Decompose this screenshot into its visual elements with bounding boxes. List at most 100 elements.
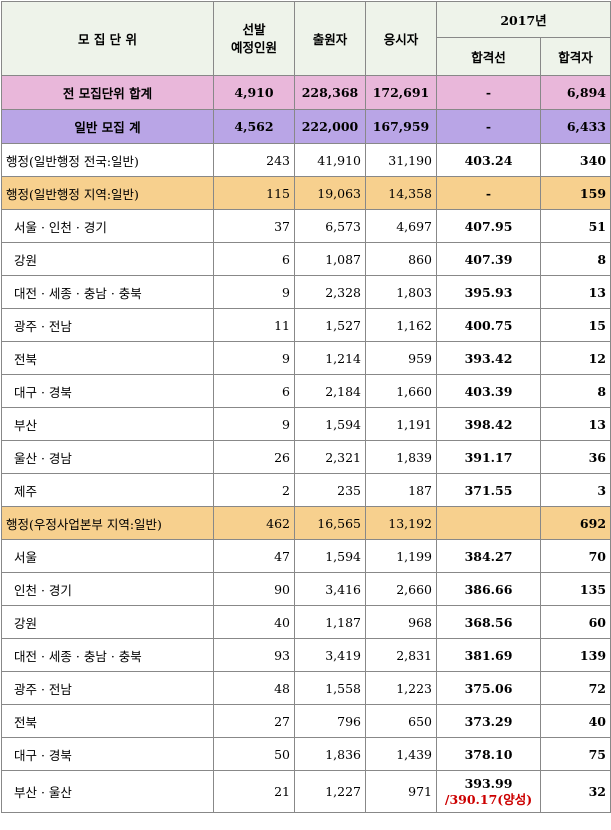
cell-label: 서울 · 인천 · 경기 bbox=[1, 209, 214, 243]
cell-cutoff: 393.99/390.17(양성) bbox=[436, 770, 541, 813]
cell-passed: 8 bbox=[539, 242, 611, 276]
table-row: 울산 · 경남 26 2,321 1,839 391.17 36 bbox=[1, 440, 611, 474]
cell-cutoff: 398.42 bbox=[436, 407, 541, 441]
cell-cutoff: - bbox=[436, 176, 541, 210]
header-passed: 합격자 bbox=[539, 37, 611, 76]
cell-applicants: 2,184 bbox=[294, 374, 366, 408]
cell-planned: 462 bbox=[213, 506, 295, 540]
cell-applicants: 6,573 bbox=[294, 209, 366, 243]
cell-applicants: 2,328 bbox=[294, 275, 366, 309]
cell-label: 부산 bbox=[1, 407, 214, 441]
cell-cutoff: 407.95 bbox=[436, 209, 541, 243]
cell-takers: 4,697 bbox=[365, 209, 437, 243]
total-passed: 6,894 bbox=[539, 75, 611, 110]
cell-label: 광주 · 전남 bbox=[1, 308, 214, 342]
cell-passed: 13 bbox=[539, 407, 611, 441]
cell-takers: 14,358 bbox=[365, 176, 437, 210]
cell-cutoff: 403.24 bbox=[436, 143, 541, 177]
cell-planned: 9 bbox=[213, 275, 295, 309]
table-row: 광주 · 전남 11 1,527 1,162 400.75 15 bbox=[1, 308, 611, 342]
cell-cutoff bbox=[436, 506, 541, 540]
cell-takers: 1,199 bbox=[365, 539, 437, 573]
header-applicants: 출원자 bbox=[294, 1, 366, 76]
cell-label: 행정(일반행정 전국:일반) bbox=[1, 143, 214, 177]
table-row: 행정(일반행정 전국:일반) 243 41,910 31,190 403.24 340 bbox=[1, 143, 611, 177]
cell-cutoff: 371.55 bbox=[436, 473, 541, 507]
cell-takers: 971 bbox=[365, 770, 437, 813]
cutoff-value: 393.99 bbox=[464, 775, 513, 791]
total-cutoff: - bbox=[436, 75, 541, 110]
cell-applicants: 1,594 bbox=[294, 407, 366, 441]
table-row: 강원 40 1,187 968 368.56 60 bbox=[1, 605, 611, 639]
cell-applicants: 1,227 bbox=[294, 770, 366, 813]
table-row: 행정(우정사업본부 지역:일반) 462 16,565 13,192 692 bbox=[1, 506, 611, 540]
cell-applicants: 19,063 bbox=[294, 176, 366, 210]
cell-takers: 959 bbox=[365, 341, 437, 375]
table-row: 서울 47 1,594 1,199 384.27 70 bbox=[1, 539, 611, 573]
table-row: 전북 9 1,214 959 393.42 12 bbox=[1, 341, 611, 375]
general-applicants: 222,000 bbox=[294, 109, 366, 144]
cell-cutoff: 384.27 bbox=[436, 539, 541, 573]
cell-label: 강원 bbox=[1, 605, 214, 639]
cell-applicants: 1,187 bbox=[294, 605, 366, 639]
cell-passed: 32 bbox=[539, 770, 611, 813]
total-takers: 172,691 bbox=[365, 75, 437, 110]
cell-label: 전북 bbox=[1, 704, 214, 738]
cell-planned: 21 bbox=[213, 770, 295, 813]
cell-cutoff: 391.17 bbox=[436, 440, 541, 474]
cell-planned: 243 bbox=[213, 143, 295, 177]
header-cutoff: 합격선 bbox=[436, 37, 541, 76]
cell-applicants: 2,321 bbox=[294, 440, 366, 474]
cell-applicants: 1,558 bbox=[294, 671, 366, 705]
cell-passed: 51 bbox=[539, 209, 611, 243]
cell-planned: 93 bbox=[213, 638, 295, 672]
cell-label: 전북 bbox=[1, 341, 214, 375]
cell-cutoff: 407.39 bbox=[436, 242, 541, 276]
cell-passed: 159 bbox=[539, 176, 611, 210]
total-label: 전 모집단위 합계 bbox=[1, 75, 214, 110]
cell-applicants: 796 bbox=[294, 704, 366, 738]
cell-cutoff: 381.69 bbox=[436, 638, 541, 672]
total-row: 전 모집단위 합계 4,910 228,368 172,691 - 6,894 bbox=[1, 75, 611, 110]
cell-cutoff: 378.10 bbox=[436, 737, 541, 771]
cell-applicants: 1,594 bbox=[294, 539, 366, 573]
table-row: 광주 · 전남 48 1,558 1,223 375.06 72 bbox=[1, 671, 611, 705]
cell-label: 대전 · 세종 · 충남 · 충북 bbox=[1, 638, 214, 672]
cell-planned: 47 bbox=[213, 539, 295, 573]
cell-planned: 37 bbox=[213, 209, 295, 243]
general-takers: 167,959 bbox=[365, 109, 437, 144]
table-row: 부산 9 1,594 1,191 398.42 13 bbox=[1, 407, 611, 441]
table-row: 강원 6 1,087 860 407.39 8 bbox=[1, 242, 611, 276]
recruitment-table: 모 집 단 위 선발 예정인원 출원자 응시자 2017년 합격선 합격자 전 … bbox=[1, 1, 611, 813]
cell-passed: 135 bbox=[539, 572, 611, 606]
table-row: 전북 27 796 650 373.29 40 bbox=[1, 704, 611, 738]
header-planned: 선발 예정인원 bbox=[213, 1, 295, 76]
cell-label: 행정(일반행정 지역:일반) bbox=[1, 176, 214, 210]
cell-label: 부산 · 울산 bbox=[1, 770, 214, 813]
table-row: 대구 · 경북 50 1,836 1,439 378.10 75 bbox=[1, 737, 611, 771]
cell-applicants: 1,836 bbox=[294, 737, 366, 771]
general-planned: 4,562 bbox=[213, 109, 295, 144]
table-row: 대구 · 경북 6 2,184 1,660 403.39 8 bbox=[1, 374, 611, 408]
cell-applicants: 1,087 bbox=[294, 242, 366, 276]
cell-label: 행정(우정사업본부 지역:일반) bbox=[1, 506, 214, 540]
cell-takers: 650 bbox=[365, 704, 437, 738]
header-year: 2017년 bbox=[435, 1, 611, 38]
cell-takers: 1,660 bbox=[365, 374, 437, 408]
cell-planned: 6 bbox=[213, 374, 295, 408]
cell-passed: 15 bbox=[539, 308, 611, 342]
cell-passed: 70 bbox=[539, 539, 611, 573]
cutoff-note: /390.17(양성) bbox=[444, 791, 533, 807]
general-label: 일반 모집 계 bbox=[1, 109, 214, 144]
cell-label: 울산 · 경남 bbox=[1, 440, 214, 474]
cell-label: 대구 · 경북 bbox=[1, 374, 214, 408]
cell-passed: 40 bbox=[539, 704, 611, 738]
cell-cutoff: 395.93 bbox=[436, 275, 541, 309]
cell-label: 대전 · 세종 · 충남 · 충북 bbox=[1, 275, 214, 309]
cell-applicants: 3,419 bbox=[294, 638, 366, 672]
cell-applicants: 1,527 bbox=[294, 308, 366, 342]
cell-cutoff: 393.42 bbox=[436, 341, 541, 375]
cell-passed: 139 bbox=[539, 638, 611, 672]
cell-planned: 9 bbox=[213, 407, 295, 441]
cell-planned: 27 bbox=[213, 704, 295, 738]
